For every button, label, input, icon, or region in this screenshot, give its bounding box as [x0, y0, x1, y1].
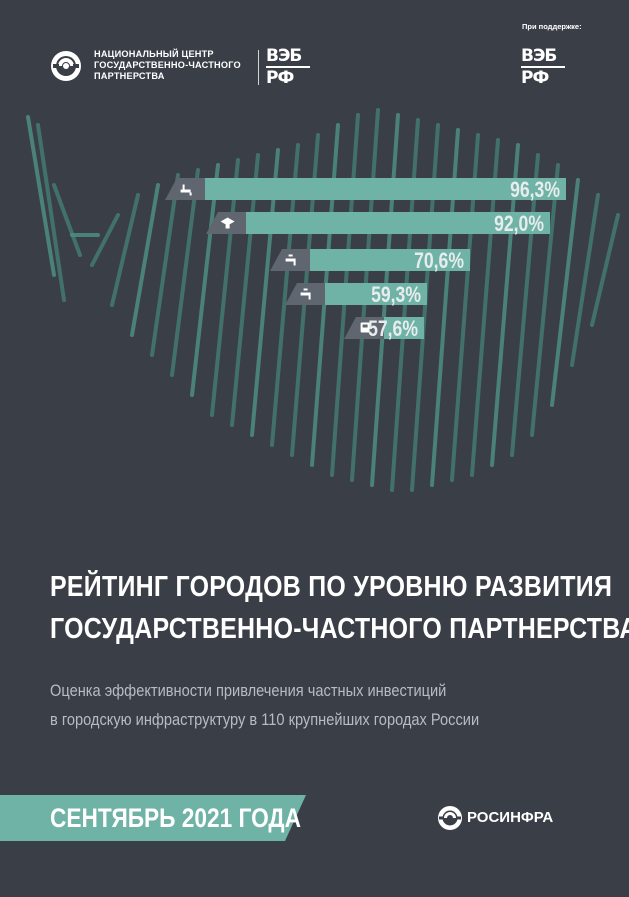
map-stripe — [190, 163, 220, 397]
chart-value-label: 59,3% — [371, 282, 422, 307]
chart-value-label: 57,6% — [368, 316, 418, 341]
map-stripe — [590, 213, 620, 327]
water-tap-icon — [285, 283, 325, 305]
chart-value-label: 96,3% — [510, 177, 561, 202]
map-stripe — [570, 193, 600, 367]
water-supply-icon — [165, 178, 205, 200]
organization-name-line-1: НАЦИОНАЛЬНЫЙ ЦЕНТР — [94, 49, 214, 59]
report-title-line-2: ГОСУДАРСТВЕННО-ЧАСТНОГО ПАРТНЕРСТВА — [50, 613, 629, 645]
support-logo-rule — [521, 66, 565, 68]
ncpp-logo-icon — [51, 51, 81, 81]
support-label: При поддержке: — [522, 22, 582, 31]
support-veb-rf-logo: ВЭБ РФ — [521, 48, 569, 88]
map-stripe — [510, 153, 540, 457]
chart-bar — [325, 283, 428, 305]
date-banner — [0, 795, 306, 841]
veb-rf-logo-top: ВЭБ — [266, 46, 302, 66]
header-divider — [258, 50, 259, 85]
map-stripe — [210, 158, 240, 417]
organization-name-line-2: ГОСУДАРСТВЕННО-ЧАСТНОГО — [94, 60, 241, 70]
map-stripe — [36, 123, 66, 302]
support-logo-top: ВЭБ — [521, 46, 557, 66]
report-subtitle: Оценка эффективности привлечения частных… — [50, 676, 532, 734]
organization-name-line-3: ПАРТНЕРСТВА — [94, 71, 165, 81]
chart-bar — [384, 317, 424, 339]
map-stripe — [170, 168, 200, 377]
map-stripe — [90, 213, 120, 267]
water-tap-icon — [270, 249, 310, 271]
veb-rf-logo-bottom: РФ — [266, 68, 294, 88]
chart-value-label: 70,6% — [413, 248, 464, 273]
chart-bar — [205, 178, 567, 200]
transport-icon — [344, 317, 384, 339]
map-stripe — [550, 178, 580, 407]
report-subtitle-line-1: Оценка эффективности привлечения частных… — [50, 681, 447, 700]
chart-value-label: 92,0% — [494, 211, 544, 236]
map-stripe — [110, 193, 140, 307]
report-subtitle-line-2: в городскую инфраструктуру в 110 крупней… — [50, 710, 480, 729]
rosinfra-logo-icon — [438, 806, 462, 830]
map-stripe — [130, 183, 160, 337]
publication-date: СЕНТЯБРЬ 2021 ГОДА — [50, 803, 301, 833]
report-title-line-1: РЕЙТИНГ ГОРОДОВ ПО УРОВНЮ РАЗВИТИЯ — [50, 571, 613, 603]
report-title: РЕЙТИНГ ГОРОДОВ ПО УРОВНЮ РАЗВИТИЯ ГОСУД… — [50, 566, 629, 650]
veb-rf-logo-rule — [266, 66, 310, 68]
veb-rf-logo: ВЭБ РФ — [266, 48, 314, 88]
map-stripe — [150, 173, 180, 357]
support-logo-bottom: РФ — [521, 68, 549, 88]
map-stripe — [230, 153, 260, 427]
russia-map-stripes — [26, 108, 620, 492]
organization-name: НАЦИОНАЛЬНЫЙ ЦЕНТР ГОСУДАРСТВЕННО-ЧАСТНО… — [94, 49, 264, 82]
map-stripe — [26, 115, 56, 277]
chart-bar — [246, 212, 550, 234]
education-icon — [206, 212, 246, 234]
map-stripe — [52, 183, 82, 257]
chart-bar — [310, 249, 470, 271]
map-stripe — [530, 163, 560, 437]
rosinfra-brand: РОСИНФРА — [467, 809, 554, 826]
